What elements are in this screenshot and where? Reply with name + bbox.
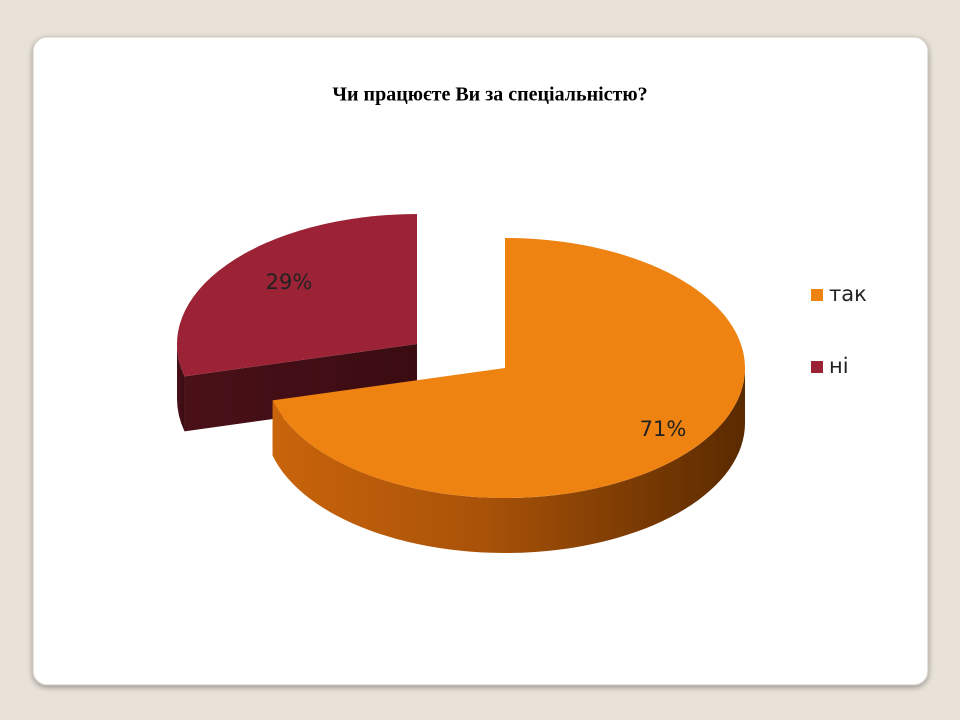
slide-panel	[32, 36, 929, 686]
legend-label: так	[829, 282, 867, 306]
slice-side	[184, 344, 417, 432]
slice-side	[177, 344, 185, 432]
data-label: 71%	[640, 417, 687, 441]
legend-label: ні	[829, 354, 849, 378]
data-label: 29%	[266, 270, 313, 294]
slice	[272, 238, 745, 498]
slice	[176, 214, 417, 377]
legend-swatch	[811, 361, 823, 373]
legend: так ні	[811, 282, 867, 378]
slice-side	[272, 368, 745, 554]
legend-swatch	[811, 289, 823, 301]
pie: 29% 71%	[176, 214, 745, 554]
chart-title: Чи працюєте Ви за спеціальністю?	[332, 84, 647, 106]
